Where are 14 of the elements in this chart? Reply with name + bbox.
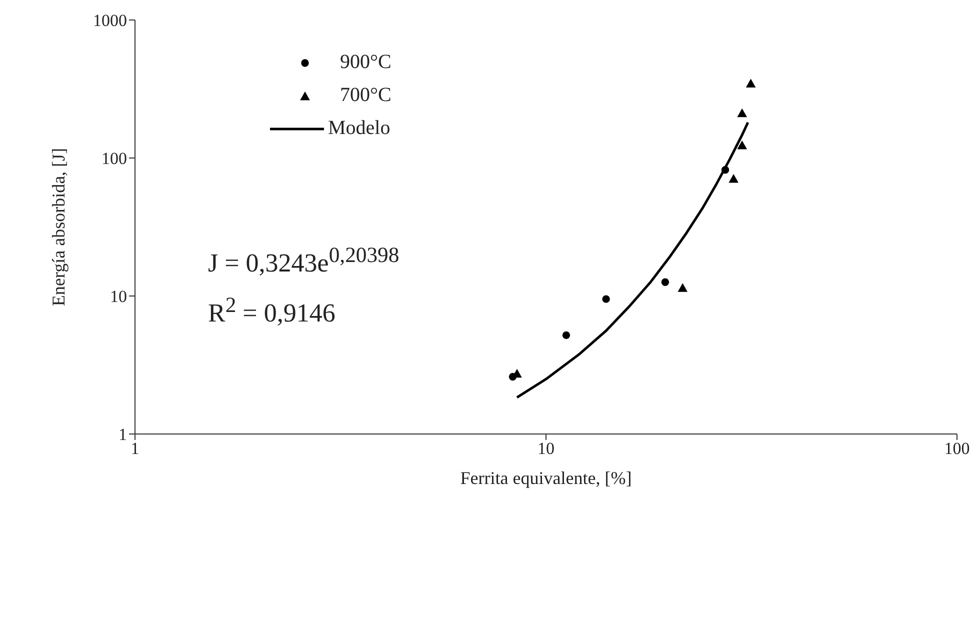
x-tick-label: 100 <box>944 439 970 458</box>
y-tick-label: 1 <box>118 425 127 444</box>
x-tick-label: 1 <box>130 439 140 458</box>
y-axis-title: Energía absorbida, [J] <box>48 148 68 306</box>
x-tick-label: 10 <box>538 439 554 458</box>
x-axis-title: Ferrita equivalente, [%] <box>460 468 632 488</box>
legend-label: 700°C <box>340 84 392 107</box>
y-tick-label: 1000 <box>93 11 127 30</box>
y-tick-label: 100 <box>102 149 127 168</box>
legend-label: Modelo <box>328 117 390 140</box>
legend-label: 900°C <box>340 51 392 74</box>
annotation: J = 0,3243e$^{0,20398}$ <box>208 243 400 279</box>
y-tick-label: 10 <box>110 287 127 306</box>
annotation: R$^{2}$ = 0,9146 <box>208 293 336 329</box>
